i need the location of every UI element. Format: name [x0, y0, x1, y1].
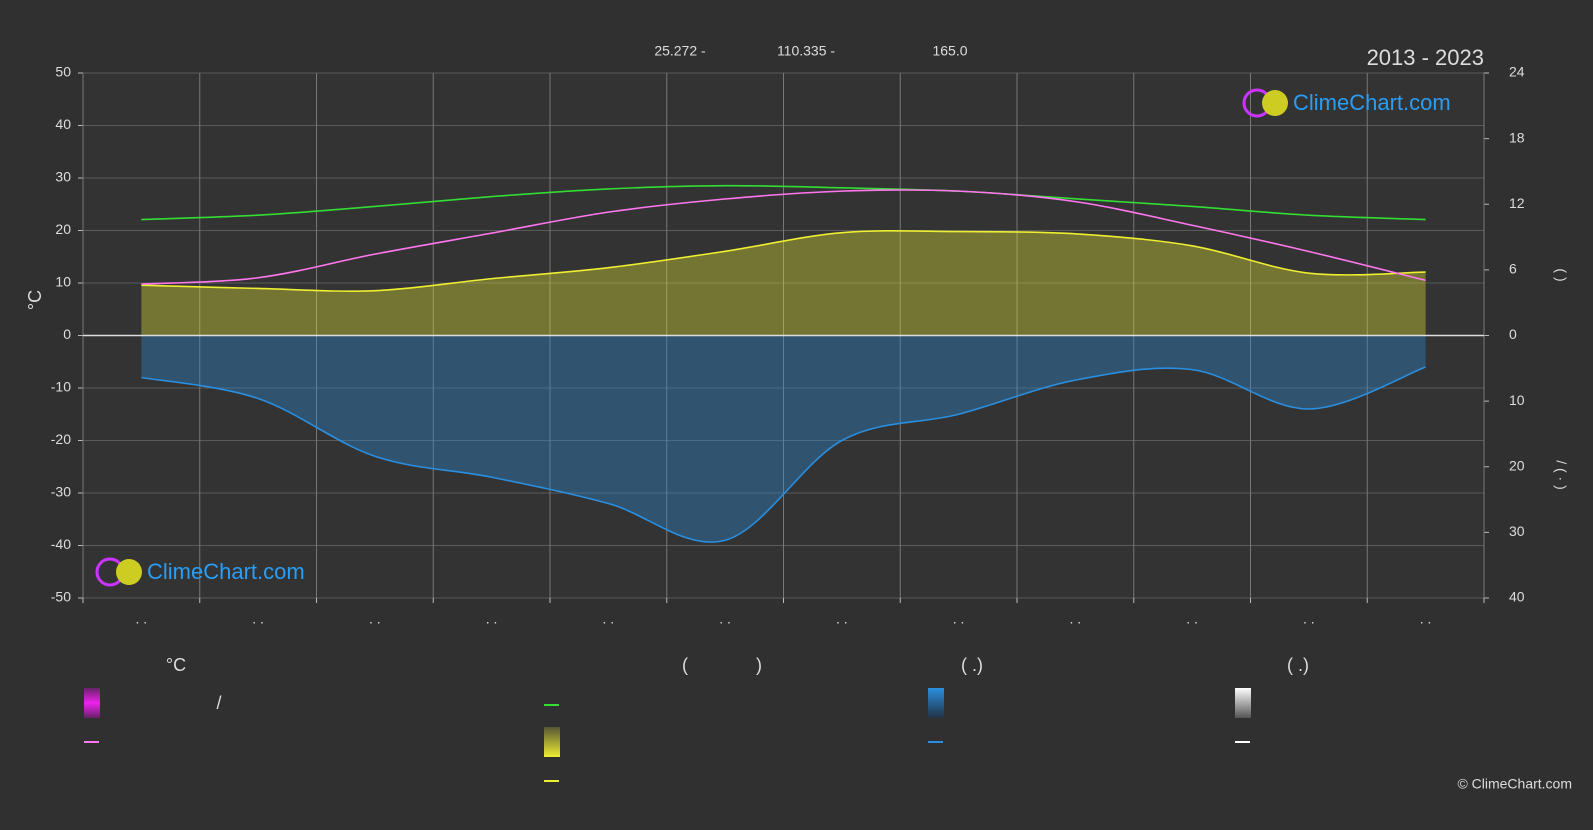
- plot: -50 -40 -30 -20 -10 0 10 20 30 40 50 0 6 12 18 24 10 20 30…: [51, 64, 1525, 627]
- y3-tick-label: 10: [1509, 392, 1525, 408]
- logo-sun: [116, 559, 142, 585]
- chart-title: 2013 - 2023: [1367, 45, 1484, 70]
- x-tick-label: . .: [1303, 611, 1315, 627]
- x-tick-label: . .: [953, 611, 965, 627]
- y-tick-label: -10: [51, 379, 71, 395]
- series-area: [141, 335, 1426, 543]
- series-line: [141, 184, 1426, 221]
- y-tick-label: -50: [51, 589, 71, 605]
- x-tick-label: . .: [486, 611, 498, 627]
- logo-sun: [1262, 90, 1288, 116]
- y-tick-label: 20: [55, 221, 71, 237]
- legend-heading: ( .): [961, 655, 983, 675]
- y-tick-label: -40: [51, 536, 71, 552]
- logo-text: ClimeChart.com: [1293, 90, 1451, 115]
- y2-tick-label: 12: [1509, 195, 1525, 211]
- y-axis-label: °C: [25, 290, 45, 310]
- series-line: [141, 366, 1426, 543]
- header-text: 110.335 -: [777, 43, 835, 59]
- legend-heading: (: [682, 655, 688, 675]
- y3-axis-label: / ( · ): [1553, 460, 1569, 490]
- x-tick-label: . .: [136, 611, 148, 627]
- y3-tick-label: 40: [1509, 589, 1525, 605]
- y2-tick-label: 24: [1509, 64, 1525, 80]
- legend-swatch: [84, 688, 100, 718]
- logo-text: ClimeChart.com: [147, 559, 305, 584]
- copyright: © ClimeChart.com: [1457, 776, 1572, 792]
- y2-tick-label: 0: [1509, 326, 1517, 342]
- y-tick-label: -30: [51, 484, 71, 500]
- legend-heading: ): [756, 655, 762, 675]
- x-tick-label: . .: [719, 611, 731, 627]
- logo-top: ClimeChart.com: [1242, 88, 1451, 118]
- legend-heading: °C: [166, 655, 186, 675]
- y2-axis-label: ( ): [1553, 268, 1569, 281]
- y3-tick-label: 20: [1509, 457, 1525, 473]
- legend-swatches: [84, 688, 1251, 782]
- x-tick-label: . .: [1186, 611, 1198, 627]
- y-tick-label: 50: [55, 64, 71, 80]
- x-tick-label: . .: [1420, 611, 1432, 627]
- series-area: [141, 230, 1426, 336]
- y-tick-label: 40: [55, 116, 71, 132]
- y3-tick-label: 30: [1509, 523, 1525, 539]
- legend-swatch: [544, 727, 560, 757]
- legend-heading: ( .): [1287, 655, 1309, 675]
- y-tick-label: 30: [55, 169, 71, 185]
- y-tick-label: 10: [55, 274, 71, 290]
- y-tick-label: 0: [63, 326, 71, 342]
- y2-tick-label: 18: [1509, 129, 1525, 145]
- x-tick-label: . .: [603, 611, 615, 627]
- header-text: 25.272 -: [654, 43, 706, 59]
- header-text: 165.0: [932, 43, 967, 59]
- logo-bottom: ClimeChart.com: [95, 557, 305, 587]
- legend-swatch: [1235, 688, 1251, 718]
- series-line: [141, 230, 1426, 292]
- series-line: [141, 189, 1426, 285]
- x-tick-label: . .: [252, 611, 264, 627]
- x-tick-label: . .: [369, 611, 381, 627]
- x-tick-label: . .: [1070, 611, 1082, 627]
- y2-tick-label: 6: [1509, 261, 1517, 277]
- y-tick-label: -20: [51, 431, 71, 447]
- legend-text: /: [216, 693, 221, 713]
- legend-swatch: [928, 688, 944, 718]
- x-tick-label: . .: [836, 611, 848, 627]
